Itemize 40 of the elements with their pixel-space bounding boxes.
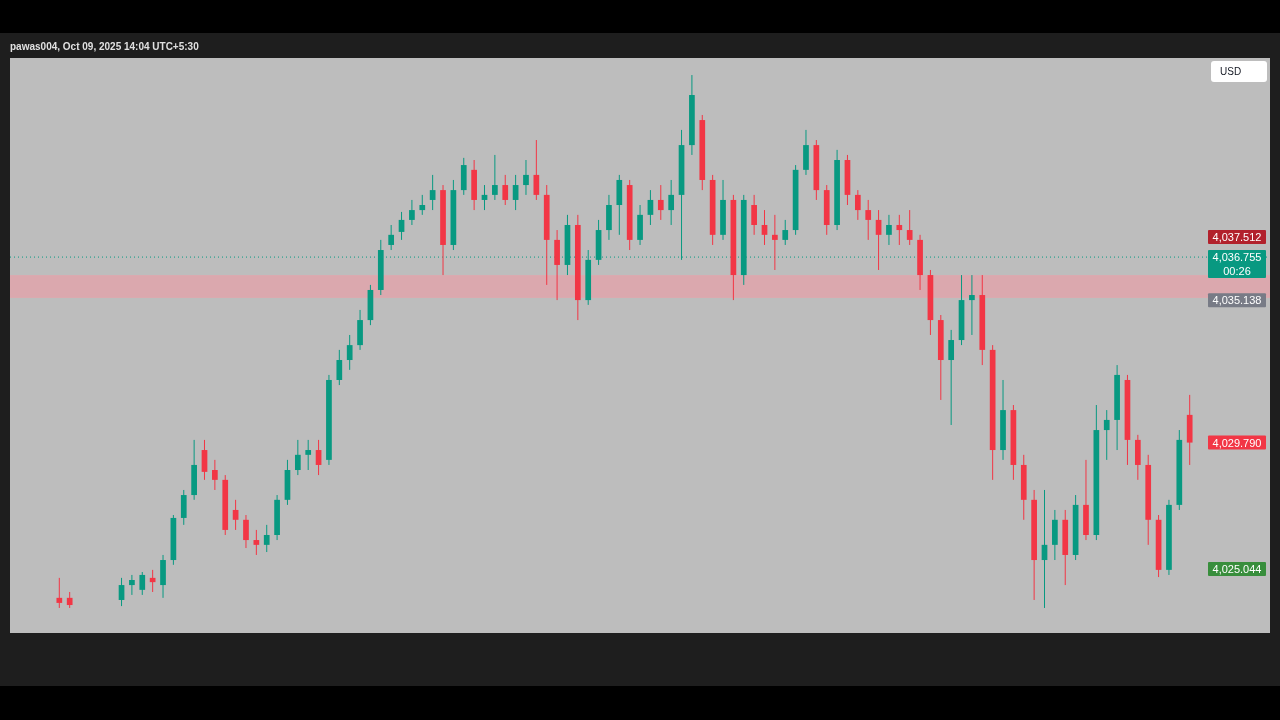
y-tick-label: 4,036.755 [1212,251,1262,264]
candlestick [305,439,312,471]
candlestick [243,514,249,549]
candlestick [492,154,498,201]
candlestick [263,524,270,553]
candlestick [772,214,778,271]
candlestick [668,179,675,226]
y-tick-label: 4,025.044 [1212,562,1262,575]
candlestick [336,349,343,386]
candlestick [782,219,789,246]
candlestick [129,574,135,596]
candlestick [751,194,757,236]
chart-title: pawas004, Oct 09, 2025 14:04 UTC+5:30 [10,41,200,52]
candlestick [409,199,415,226]
candlestick [906,209,913,246]
candlestick [419,194,426,216]
candlestick [657,184,664,221]
candlestick [969,274,975,336]
y-tick-label: 4,029.790 [1212,436,1262,449]
candlestick [948,329,955,426]
candlestick [865,199,872,241]
candlestick [896,214,903,246]
y-tick-label: 4,035.138 [1212,294,1262,307]
candlestick [886,214,892,246]
candlestick [533,139,540,201]
candlestick [502,174,509,206]
text: 00:26 [1223,265,1251,278]
candlestick [212,459,218,491]
candlestick [56,577,63,609]
candlestick [253,529,260,556]
candlestick [294,439,301,476]
candlestick [523,159,529,196]
candlestick [388,224,395,251]
candlestick [139,571,146,596]
text: USD [1220,66,1242,77]
candlestick [1103,409,1110,461]
candlestick [180,489,187,526]
y-tick-label: 4,037.512 [1212,230,1262,243]
candlestick [346,334,353,371]
candlestick [854,189,861,221]
